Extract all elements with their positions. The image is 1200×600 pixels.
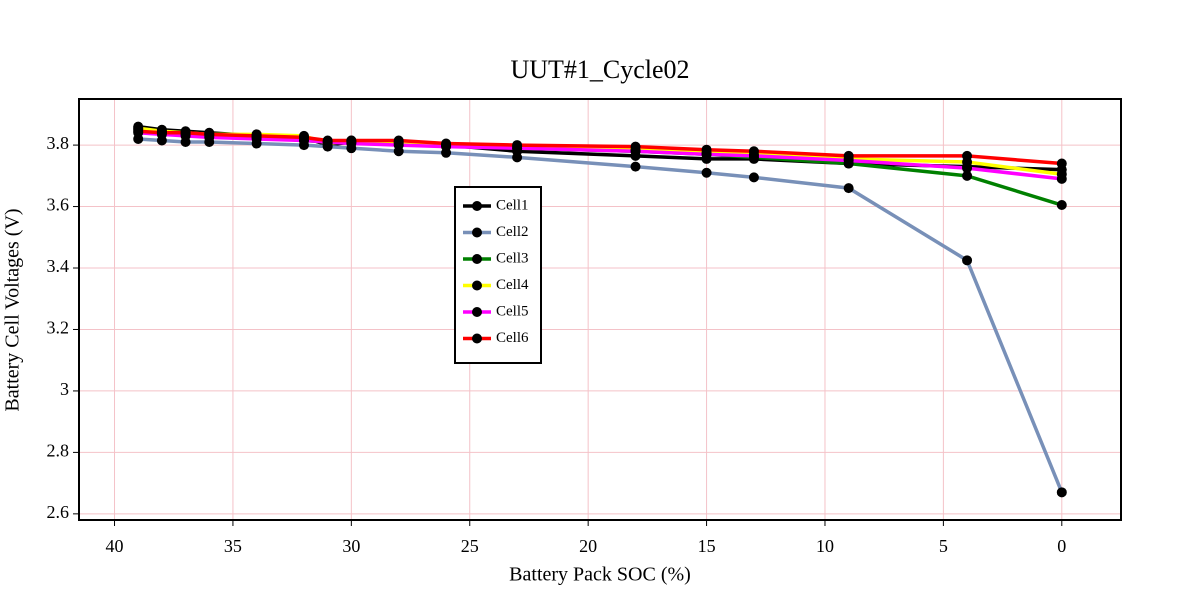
legend-marker bbox=[472, 254, 482, 264]
x-tick-label: 25 bbox=[461, 536, 479, 556]
data-point bbox=[962, 255, 973, 266]
y-tick-label: 3 bbox=[60, 379, 69, 399]
legend-label: Cell2 bbox=[496, 224, 529, 240]
x-tick-label: 15 bbox=[698, 536, 716, 556]
data-point bbox=[180, 127, 191, 138]
legend-marker bbox=[472, 201, 482, 211]
data-point bbox=[441, 138, 452, 149]
data-point bbox=[701, 144, 712, 155]
data-point bbox=[251, 130, 262, 141]
data-point bbox=[962, 150, 973, 161]
series-line bbox=[138, 137, 1064, 494]
y-tick-label: 3.2 bbox=[47, 318, 70, 338]
x-axis-label: Battery Pack SOC (%) bbox=[509, 564, 691, 586]
x-tick-label: 30 bbox=[342, 536, 360, 556]
data-point bbox=[962, 163, 973, 174]
y-tick-label: 3.8 bbox=[47, 133, 70, 153]
plot-frame bbox=[78, 98, 1122, 521]
legend-box bbox=[454, 186, 542, 364]
x-tick-label: 35 bbox=[224, 536, 242, 556]
legend-label: Cell4 bbox=[496, 277, 529, 293]
y-tick-label: 3.6 bbox=[47, 195, 70, 215]
data-point bbox=[1056, 200, 1067, 211]
legend-marker bbox=[472, 307, 482, 317]
x-tick-label: 40 bbox=[106, 536, 124, 556]
data-point bbox=[322, 135, 333, 146]
data-point bbox=[843, 183, 854, 194]
data-point bbox=[843, 150, 854, 161]
data-point bbox=[1056, 173, 1067, 184]
data-point bbox=[630, 161, 641, 172]
y-tick-label: 2.6 bbox=[47, 502, 70, 522]
y-tick-label: 3.4 bbox=[47, 256, 70, 276]
chart-title: UUT#1_Cycle02 bbox=[510, 55, 689, 84]
legend-marker bbox=[472, 280, 482, 291]
data-point bbox=[393, 135, 404, 146]
legend-label: Cell1 bbox=[496, 197, 529, 213]
data-point bbox=[298, 132, 309, 143]
data-point bbox=[156, 127, 167, 138]
data-point bbox=[630, 141, 641, 152]
data-point bbox=[962, 170, 973, 181]
series-line bbox=[138, 129, 1062, 166]
y-axis-label: Battery Cell Voltages (V) bbox=[2, 208, 24, 411]
legend-label: Cell5 bbox=[496, 303, 529, 319]
data-point bbox=[346, 135, 357, 146]
legend-marker bbox=[472, 333, 482, 344]
data-point bbox=[748, 146, 759, 157]
data-point bbox=[1056, 487, 1067, 498]
data-point bbox=[204, 129, 215, 140]
data-point bbox=[133, 126, 144, 137]
x-tick-label: 20 bbox=[579, 536, 597, 556]
x-tick-label: 10 bbox=[816, 536, 834, 556]
legend: Cell1 Cell2 Cell3 Cell4 Cell5 Cell6 bbox=[454, 186, 542, 364]
data-point bbox=[512, 152, 523, 163]
data-point bbox=[1056, 158, 1067, 169]
x-tick-label: 0 bbox=[1057, 536, 1066, 556]
data-point bbox=[512, 140, 523, 151]
data-point bbox=[701, 167, 712, 178]
data-point bbox=[748, 172, 759, 183]
legend-label: Cell3 bbox=[496, 250, 529, 266]
legend-marker bbox=[472, 227, 482, 238]
legend-label: Cell6 bbox=[496, 330, 529, 346]
x-tick-label: 5 bbox=[939, 536, 948, 556]
y-tick-label: 2.8 bbox=[47, 441, 70, 461]
